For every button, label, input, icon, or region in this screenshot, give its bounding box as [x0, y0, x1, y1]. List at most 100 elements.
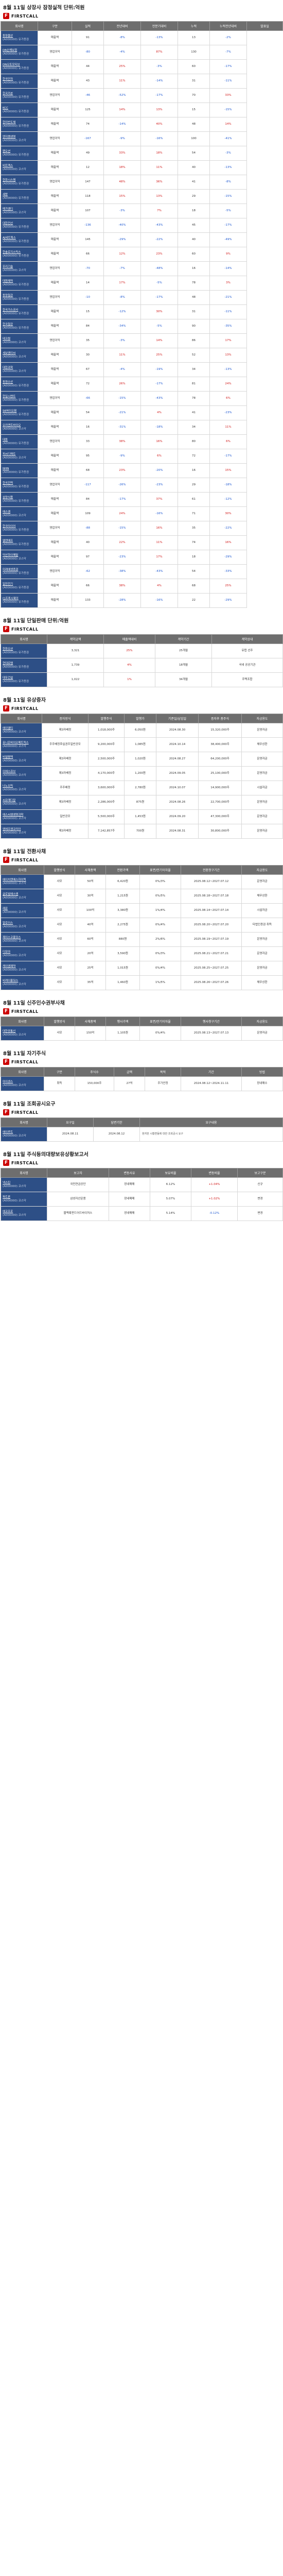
company-cell[interactable]: 글로벌에스엠 (A000000) 코스닥	[1, 889, 44, 904]
company-cell[interactable]: 비트맥스 (A000000) 코스닥	[1, 160, 38, 175]
company-cell[interactable]: 동양철관 (A000000) 유가증권	[1, 290, 38, 305]
company-cell[interactable]: 한국전력 (A000000) 유가증권	[1, 478, 38, 493]
company-cell[interactable]: 대한광통신 (A000000) 코스닥	[1, 1026, 44, 1041]
company-cell[interactable]: 우리기술 (A000000) 코스닥	[1, 261, 38, 276]
table-cell: 2,275원	[105, 918, 140, 933]
table-row: 메가엠디 (A000000) 코스닥 매출액 107 -3% 7% 18 -5%	[1, 204, 283, 218]
company-cell[interactable]: 비엘팜텍 (A000000) 코스닥	[1, 752, 42, 767]
company-cell[interactable]: 한일시멘트 (A000000) 유가증권	[1, 391, 38, 406]
company-cell[interactable]: 엘앤에프 (A000000) 유가증권	[1, 535, 38, 550]
company-cell[interactable]: 대우건설 (A000000) 유가증권	[1, 672, 47, 687]
company-cell[interactable]: 제이스코홀딩스 (A000000) 코스닥	[1, 932, 44, 947]
table-cell: 매출액	[38, 362, 72, 377]
company-cell[interactable]: 비케이홀딩스 (A000000) 코스닥	[1, 975, 44, 990]
table-cell: 33%	[209, 88, 247, 103]
table-cell: 7,142,857주	[88, 824, 125, 839]
table-cell: 장내매수	[241, 1076, 283, 1091]
company-cell[interactable]: 에스엠 (A000000) 코스닥	[1, 506, 38, 521]
company-cell[interactable]: 한국철강 (A000000) 유가증권	[1, 319, 38, 334]
company-cell[interactable]: 현대로템 (A000000) 유가증권	[1, 658, 47, 673]
table-cell: 54	[178, 146, 210, 161]
company-cell[interactable]: 대원제약 (A000000) 유가증권	[1, 276, 38, 291]
company-cell[interactable]: 한미반도체 (A000000) 유가증권	[1, 117, 38, 132]
company-cell[interactable]: 팬오션 (A000000) 유가증권	[1, 146, 38, 161]
company-cell[interactable]: 한국단자 (A000000) 유가증권	[1, 74, 38, 89]
company-cell[interactable]: CJ프레시웨이 (A000000) 유가증권	[1, 593, 38, 608]
company-cell[interactable]: KCC (A000000) 유가증권	[1, 103, 38, 117]
company-cell[interactable]: 메가엠디 (A000000) 코스닥	[1, 204, 38, 218]
table-cell: 7%	[140, 204, 178, 218]
table-cell: 영업이익	[38, 261, 72, 276]
company-cell[interactable]: 파트론 (A000000) 코스닥	[1, 1192, 47, 1207]
company-cell[interactable]: 피씨디렉트 (A000000) 코스닥	[1, 449, 38, 464]
company-cell[interactable]: 엔지켐생명 (A000000) 코스닥	[1, 131, 38, 146]
table-cell: 1,739	[47, 658, 104, 673]
company-cell[interactable]: 세방 (A000000) 유가증권	[1, 189, 38, 204]
table-cell: -3%	[140, 59, 178, 74]
company-cell[interactable]: 대한전선 (A000000) 유가증권	[1, 218, 38, 233]
company-cell[interactable]: 에코프로 (A000000) 코스닥	[1, 1206, 47, 1221]
company-cell[interactable]: 일진전기 (A000000) 유가증권	[1, 579, 38, 594]
company-cell[interactable]: 한국카본 (A000000) 유가증권	[1, 88, 38, 103]
company-cell[interactable]: 씨유메디칼 (A000000) 코스닥	[1, 795, 42, 810]
company-cell[interactable]: 엠에프엠코리아 (A000000) 코스닥	[1, 824, 42, 839]
table-cell: 매출액	[38, 449, 72, 464]
company-cell[interactable]: 세보엠이씨 (A000000) 코스닥	[1, 348, 38, 363]
company-cell[interactable]: 한화오션 (A000000) 유가증권	[1, 643, 47, 658]
brand-bar: F FIRSTCALL	[0, 12, 283, 21]
company-cell[interactable]: 동양물산 (A000000) 유가증권	[1, 30, 38, 45]
company-cell[interactable]: 덕산하이메탈 (A000000) 코스닥	[1, 550, 38, 565]
table-cell: -15%	[103, 521, 141, 536]
table-cell: -13%	[209, 362, 247, 377]
company-cell[interactable]: 한화시스템 (A000000) 유가증권	[1, 175, 38, 190]
company-cell[interactable]: 레몬 (A000000) 코스닥	[1, 903, 44, 918]
company-name-link: 비케이홀딩스	[3, 979, 19, 982]
company-cell[interactable]: DN오토모티브 (A000000) 유가증권	[1, 59, 38, 74]
company-cell[interactable]: 삼양식품 (A000000) 유가증권	[1, 492, 38, 507]
table-cell: 매출액	[38, 405, 72, 420]
company-cell[interactable]: 넥스틴 (A000000) 코스닥	[1, 1177, 47, 1192]
company-cell[interactable]: 에이루트 (A000000) 코스닥	[1, 1127, 47, 1142]
company-cell[interactable]: 미래에셋증권 (A000000) 유가증권	[1, 564, 38, 579]
brand-logo-icon: F	[3, 857, 9, 863]
company-cell[interactable]: 동원수산 (A000000) 유가증권	[1, 377, 38, 392]
company-cell[interactable]: NHN (A000000) 유가증권	[1, 463, 38, 478]
table-cell: 매출액	[38, 204, 72, 218]
company-cell[interactable]: 알로이스 (A000000) 코스닥	[1, 918, 44, 933]
company-cell[interactable]: 테크윙 (A000000) 코스닥	[1, 333, 38, 348]
company-cell[interactable]: 한국가스공사 (A000000) 유가증권	[1, 304, 38, 319]
company-cell[interactable]: AJ네트웍스 (A000000) 유가증권	[1, 232, 38, 247]
company-cell[interactable]: 한국타이어 (A000000) 유가증권	[1, 521, 38, 536]
company-cell[interactable]: DB손해보험 (A000000) 유가증권	[1, 45, 38, 60]
company-name-link: 오리엔트바이오	[3, 423, 21, 427]
company-cell[interactable]: 에스씨엠생명과학 (A000000) 코스닥	[1, 809, 42, 824]
company-cell[interactable]: 대동 (A000000) 유가증권	[1, 434, 38, 449]
table-cell: 1,018,000주	[88, 723, 125, 738]
company-cell[interactable]: 이에스큐브 (A000000) 코스닥	[1, 766, 42, 781]
company-cell[interactable]: SK바이오팜 (A000000) 유가증권	[1, 405, 38, 420]
company-name-link: 한미반도체	[3, 121, 16, 124]
section-title: 8월 11일 조회공시요구	[3, 1101, 56, 1107]
table-cell: 12	[72, 160, 104, 175]
table-cell: 118	[72, 189, 104, 204]
company-cell[interactable]: 유니온바이오메트릭스 (A000000) 코스닥	[1, 737, 42, 752]
column-header: 계약상대	[211, 634, 283, 644]
company-cell[interactable]: 케이엠제약 (A000000) 코스닥	[1, 961, 44, 976]
table-cell: 25%	[103, 643, 155, 658]
table-cell: 1,022	[47, 672, 104, 687]
company-cell[interactable]: 아이센스 (A000000) 코스닥	[1, 1076, 44, 1091]
company-cell[interactable]: 대한과학 (A000000) 코스닥	[1, 362, 38, 377]
company-cell[interactable]: 에이엘티 (A000000) 코스닥	[1, 723, 42, 738]
company-cell[interactable]: 디모아 (A000000) 코스닥	[1, 946, 44, 961]
column-header: 회사명	[1, 1067, 44, 1077]
table-cell: 운영자금	[241, 766, 283, 781]
company-name-link: 한화오션	[3, 647, 13, 651]
company-cell[interactable]: 오리엔트바이오 (A000000) 코스닥	[1, 420, 38, 435]
table-cell: -11%	[209, 304, 247, 319]
table-cell: 매출액	[38, 117, 72, 132]
table-cell: 880원	[105, 932, 140, 947]
company-cell[interactable]: 한솔로지스틱스 (A000000) 유가증권	[1, 247, 38, 262]
table-cell: 주주배정후실권주일반공모	[42, 737, 89, 752]
company-cell[interactable]: 에이치엔에스하이텍 (A000000) 코스닥	[1, 874, 44, 889]
company-cell[interactable]: 나노브릭 (A000000) 코스닥	[1, 781, 42, 795]
